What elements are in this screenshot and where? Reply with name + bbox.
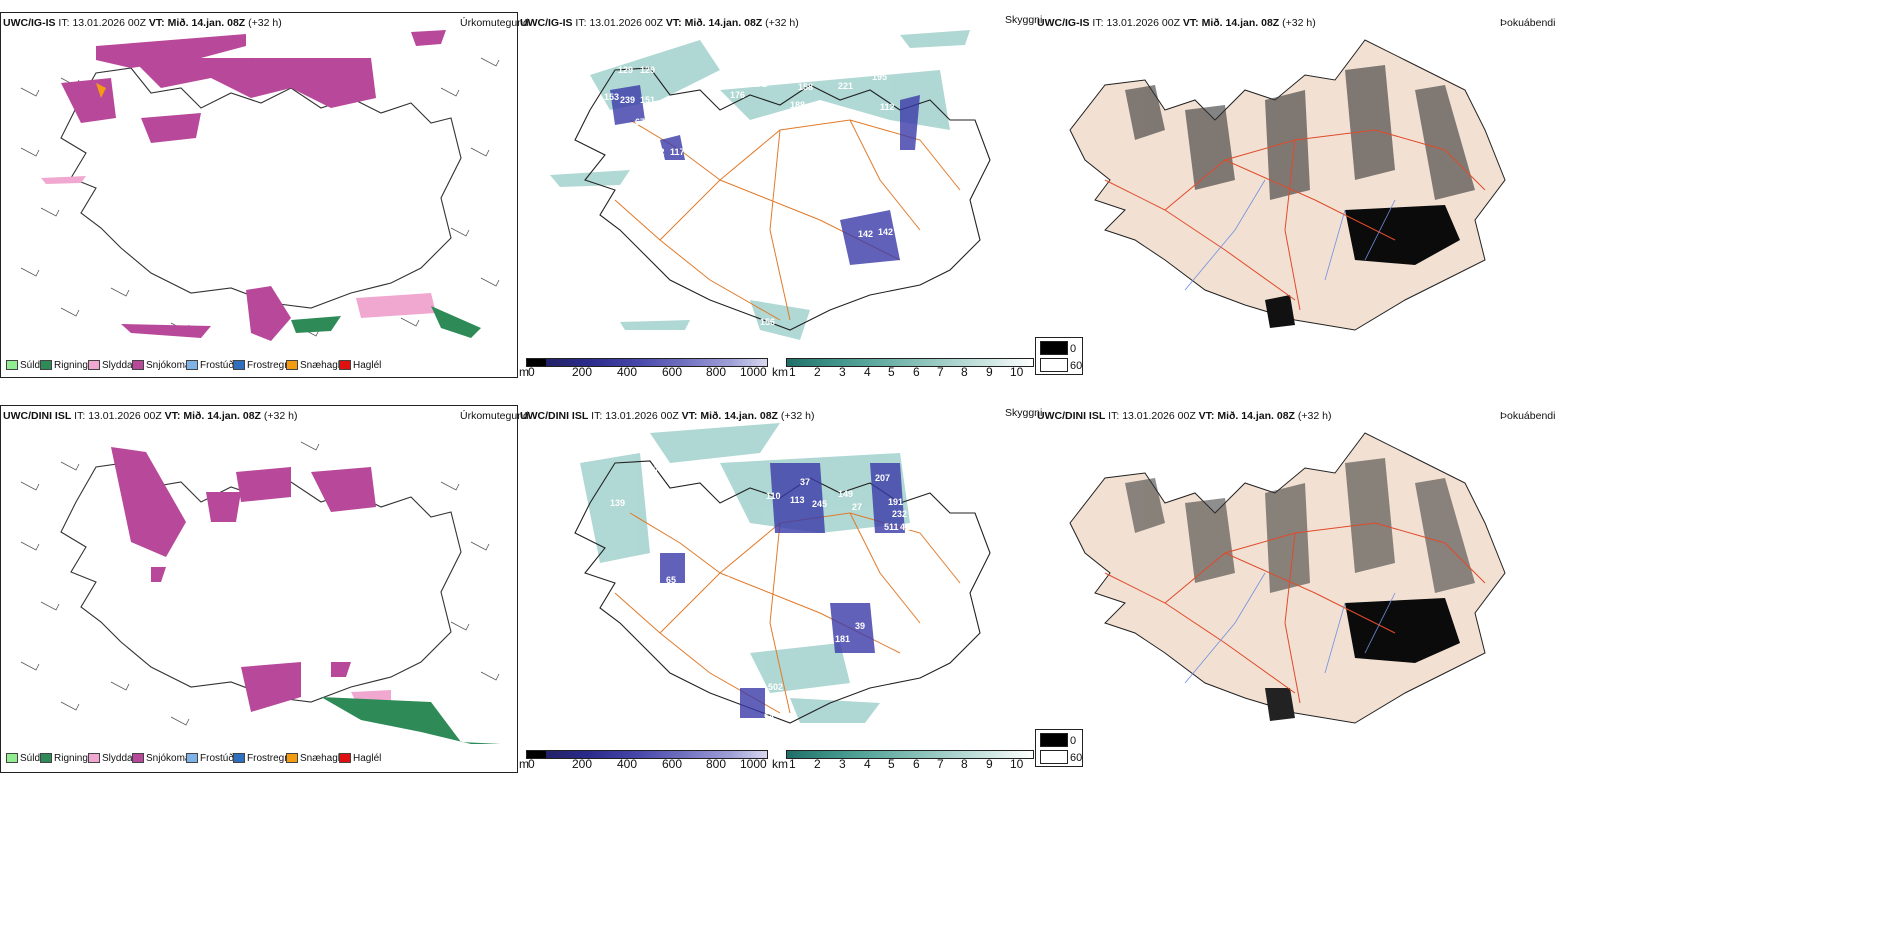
terrain-shading xyxy=(1125,458,1475,593)
ceiling-label: 232 xyxy=(892,509,907,519)
precip-type-title-row2: Úrkomutegund xyxy=(460,410,529,422)
ceiling-label: 27 xyxy=(852,502,862,512)
ceiling-label: 102 xyxy=(865,666,880,676)
ceiling-label: 151 xyxy=(640,95,655,105)
ceiling-label: 188 xyxy=(790,100,805,110)
vis-type-title-row2: Skyggni xyxy=(1005,407,1043,419)
ceiling-label: 142 xyxy=(858,229,873,239)
ceiling-labels: 187 139 610 110 37 149 207 113 115 245 2… xyxy=(610,465,915,722)
fog-shading xyxy=(580,423,910,723)
ceiling-label: 245 xyxy=(812,499,827,509)
visibility-colorbar-row1 xyxy=(786,358,1034,367)
fog-map-row2 xyxy=(1069,432,1506,724)
ceiling-label: 153 xyxy=(604,92,619,102)
ceiling-label: 171 xyxy=(752,79,767,89)
ceiling-label: 28 xyxy=(720,575,730,585)
ceiling-label: 39 xyxy=(855,621,865,631)
road-network-red xyxy=(1104,129,1486,311)
ceiling-labels: 129 129 153 239 151 208 176 171 158 221 … xyxy=(604,65,953,327)
iceland-outline xyxy=(574,460,991,724)
fog-shading xyxy=(550,30,970,340)
precip-type-title: Úrkomutegund xyxy=(460,17,529,29)
fog-type-title-row2: Þokuábendi xyxy=(1500,410,1556,422)
iceland-outline xyxy=(60,67,462,309)
iceland-outline xyxy=(574,67,991,331)
ceiling-label: 131 xyxy=(712,519,727,529)
vis-title-row2: UWC/DINI ISL IT: 13.01.2026 00Z VT: Mið.… xyxy=(520,410,815,422)
ceiling-label: 201 xyxy=(660,541,675,551)
fog-title-row1: UWC/IG-IS IT: 13.01.2026 00Z VT: Mið. 14… xyxy=(1037,17,1316,29)
fog-title-row2: UWC/DINI ISL IT: 13.01.2026 00Z VT: Mið.… xyxy=(1037,410,1332,422)
visibility-colorbar-row2 xyxy=(786,750,1034,759)
ceiling-label: 113 xyxy=(790,495,805,505)
ceiling-label: 65 xyxy=(666,575,676,585)
glacier-dark xyxy=(1345,598,1460,663)
precip-title-row2: UWC/DINI ISL IT: 13.01.2026 00Z VT: Mið.… xyxy=(3,410,298,422)
ceiling-label: 208 xyxy=(690,102,705,112)
ceiling-label: 37 xyxy=(800,477,810,487)
glacier-dark-2 xyxy=(1265,295,1295,328)
ceiling-label: 421 xyxy=(900,522,915,532)
rain-areas xyxy=(321,697,501,744)
ceiling-colorbar-row1 xyxy=(526,358,768,367)
ceiling-label: 158 xyxy=(798,82,813,92)
ceiling-label: 115 xyxy=(700,509,715,519)
fog-map-row1 xyxy=(1069,39,1506,331)
ceiling-label: 239 xyxy=(620,95,635,105)
road-network-red xyxy=(1104,522,1486,704)
precip-title-row1: UWC/IG-IS IT: 13.01.2026 00Z VT: Mið. 14… xyxy=(3,17,282,29)
ceiling-label: 207 xyxy=(875,473,890,483)
ceiling-label: 149 xyxy=(838,489,853,499)
ceiling-label: 112 xyxy=(650,147,665,157)
vis-title-row1: UWC/IG-IS IT: 13.01.2026 00Z VT: Mið. 14… xyxy=(520,17,799,29)
ceiling-label: 290 xyxy=(938,302,953,312)
ceiling-label: 129 xyxy=(618,65,633,75)
ceiling-label: 117 xyxy=(670,147,685,157)
ceiling-label: 142 xyxy=(878,227,893,237)
ceiling-blobs xyxy=(660,463,905,718)
glacier-dark xyxy=(1345,205,1460,265)
terrain-shading xyxy=(1125,65,1475,200)
model-name: UWC/IG-IS xyxy=(3,17,56,29)
visibility-map-row1: 129 129 153 239 151 208 176 171 158 221 … xyxy=(550,30,991,340)
ceiling-label: 156 xyxy=(760,317,775,327)
rivers xyxy=(1184,179,1396,291)
ceiling-label: 221 xyxy=(838,81,853,91)
ceiling-blobs xyxy=(610,85,920,265)
snow-areas xyxy=(61,30,446,341)
ceiling-colorbar-row2 xyxy=(526,750,768,759)
rivers xyxy=(1184,572,1396,684)
ceiling-label: 502 xyxy=(768,682,783,692)
ceiling-label: 195 xyxy=(872,72,887,82)
sleet-areas xyxy=(41,176,436,318)
ceiling-label: 191 xyxy=(888,497,903,507)
ceiling-label: 181 xyxy=(835,634,850,644)
ceiling-label: 110 xyxy=(766,491,781,501)
precip-map-row2 xyxy=(20,441,501,744)
road-network xyxy=(614,119,961,321)
ceiling-label: 187 xyxy=(644,465,659,475)
glacier-dark-2 xyxy=(1265,688,1295,721)
visibility-map-row2: 187 139 610 110 37 149 207 113 115 245 2… xyxy=(574,423,991,724)
vis-type-title: Skyggni xyxy=(1005,14,1043,26)
ceiling-label: 109 xyxy=(706,116,721,126)
ceiling-label: 610 xyxy=(666,490,681,500)
ceiling-label: 176 xyxy=(730,90,745,100)
ceiling-label: 54 xyxy=(764,712,774,722)
ceiling-label: 139 xyxy=(610,498,625,508)
precip-panel-row1 xyxy=(0,12,518,378)
precip-panel-row2 xyxy=(0,405,518,773)
ceiling-label: 208 xyxy=(810,102,825,112)
snow-areas xyxy=(111,447,376,712)
ceiling-label: 511 xyxy=(884,522,899,532)
fog-type-title: Þokuábendi xyxy=(1500,17,1556,29)
ceiling-label: 112 xyxy=(880,102,895,112)
precip-map-row1 xyxy=(20,30,500,341)
ceiling-label: 129 xyxy=(640,65,655,75)
ceiling-label: 67 xyxy=(635,117,645,127)
rain-areas xyxy=(291,306,481,338)
